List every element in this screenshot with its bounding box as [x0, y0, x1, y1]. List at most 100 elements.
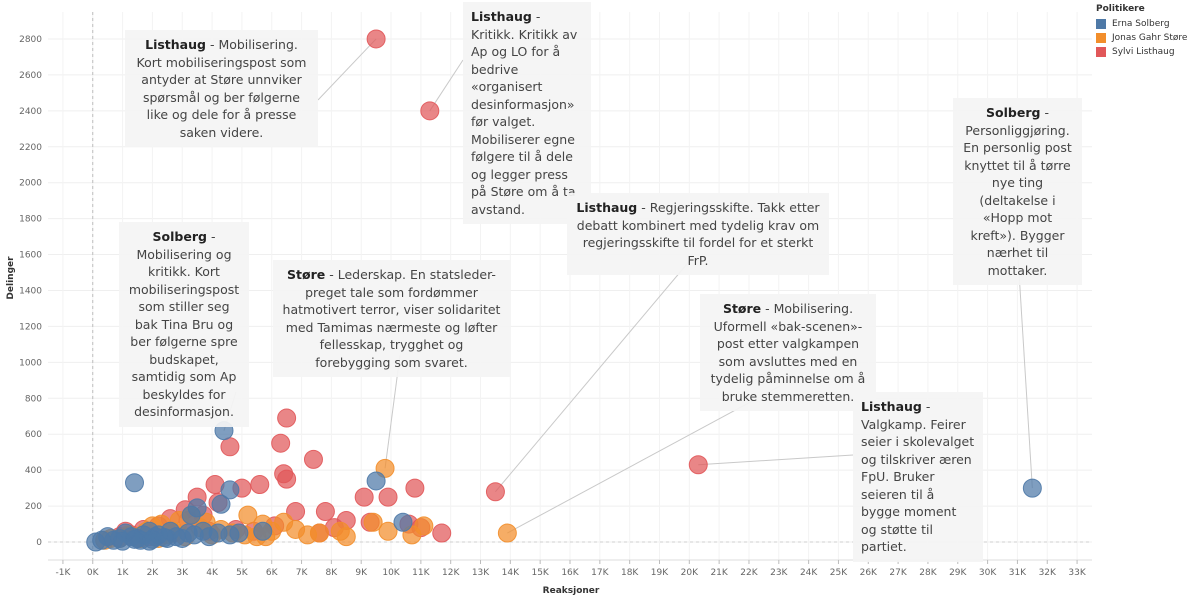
x-tick-label: 2K	[147, 568, 160, 578]
data-point-sylvi-listhaug[interactable]	[688, 455, 708, 475]
x-tick-label: 0K	[87, 568, 100, 578]
x-tick-label: 26K	[860, 568, 878, 578]
x-tick-label: 31K	[1009, 568, 1027, 578]
data-points	[86, 29, 1042, 552]
data-point-sylvi-listhaug[interactable]	[420, 101, 440, 121]
x-tick-label: -1K	[55, 568, 71, 578]
x-tick-label: 13K	[472, 568, 490, 578]
x-tick-label: 33K	[1068, 568, 1086, 578]
data-point-jonas-gahr-st-re[interactable]	[497, 523, 517, 543]
x-tick-label: 12K	[442, 568, 460, 578]
y-tick-label: 2400	[19, 107, 42, 117]
x-tick-label: 32K	[1039, 568, 1057, 578]
legend-item-listhaug[interactable]: Sylvi Listhaug	[1096, 45, 1187, 59]
annotation-solberg-mobilisering-kritikk: Solberg - Mobilisering og kritikk. Kort …	[119, 222, 249, 427]
data-point-sylvi-listhaug[interactable]	[303, 449, 323, 469]
data-point-sylvi-listhaug[interactable]	[220, 437, 240, 457]
annotation-leader-line	[317, 38, 377, 101]
legend-title: Politikere	[1096, 4, 1145, 14]
annotation-name: Listhaug	[471, 9, 532, 24]
annotation-leader-line	[495, 257, 693, 493]
x-tick-label: 15K	[531, 568, 549, 578]
data-point-jonas-gahr-st-re[interactable]	[378, 521, 398, 541]
x-tick-label: 28K	[919, 568, 937, 578]
x-axis: -1K 0K 1K 2K 3K 4K 5K 6K 7K 8K 9K 10K 11K 12K 13K 14K 15…	[48, 559, 1092, 578]
x-tick-label: 18K	[621, 568, 639, 578]
data-point-erna-solberg[interactable]	[220, 480, 240, 500]
data-point-jonas-gahr-st-re[interactable]	[336, 527, 356, 547]
annotation-listhaug-valgkamp: Listhaug - Valgkamp. Feirer seier i skol…	[853, 392, 983, 562]
x-tick-label: 14K	[502, 568, 520, 578]
data-point-erna-solberg[interactable]	[211, 494, 231, 514]
data-point-erna-solberg[interactable]	[181, 505, 201, 525]
x-tick-label: 30K	[979, 568, 997, 578]
x-tick-label: 8K	[326, 568, 339, 578]
annotation-text: Personliggjøring. En personlig post knyt…	[963, 122, 1072, 278]
y-tick-label: 1800	[19, 215, 42, 225]
legend-swatch	[1096, 19, 1106, 29]
y-tick-label: 2800	[19, 35, 42, 45]
annotation-store-mobilisering: Støre - Mobilisering. Uformell «bak-scen…	[700, 294, 876, 411]
y-tick-label: 600	[25, 430, 42, 440]
x-tick-label: 16K	[561, 568, 579, 578]
data-point-sylvi-listhaug[interactable]	[432, 523, 452, 543]
data-point-sylvi-listhaug[interactable]	[485, 482, 505, 502]
y-tick-label: 2200	[19, 143, 42, 153]
x-tick-label: 9K	[355, 568, 368, 578]
annotation-text: Regjeringsskifte. Takk etter debatt komb…	[576, 200, 820, 268]
legend-swatch	[1096, 33, 1106, 43]
x-tick-label: 1K	[117, 568, 130, 578]
data-point-erna-solberg[interactable]	[366, 471, 386, 491]
legend-item-solberg[interactable]: Erna Solberg	[1096, 17, 1187, 31]
data-point-sylvi-listhaug[interactable]	[250, 475, 270, 495]
y-tick-label: 800	[25, 394, 42, 404]
x-tick-label: 4K	[206, 568, 219, 578]
annotation-leader-line	[698, 454, 854, 466]
x-tick-label: 19K	[651, 568, 669, 578]
annotation-solberg-personliggjoring: Solberg - Personliggjøring. En personlig…	[953, 98, 1082, 285]
legend: Politikere Erna Solberg Jonas Gahr Støre…	[1096, 4, 1187, 59]
data-point-erna-solberg[interactable]	[86, 532, 106, 552]
data-point-erna-solberg[interactable]	[125, 473, 145, 493]
annotation-text: Mobilisering. Uformell «bak-scenen»-post…	[710, 301, 866, 404]
y-tick-label: 400	[25, 466, 42, 476]
x-tick-label: 22K	[740, 568, 758, 578]
annotation-listhaug-regjeringsskifte: Listhaug - Regjeringsskifte. Takk etter …	[567, 193, 829, 275]
x-tick-label: 11K	[412, 568, 430, 578]
data-point-sylvi-listhaug[interactable]	[405, 478, 425, 498]
legend-item-store[interactable]: Jonas Gahr Støre	[1096, 31, 1187, 45]
y-tick-label: 200	[25, 502, 42, 512]
y-axis-title: Delinger	[6, 256, 16, 300]
data-point-erna-solberg[interactable]	[154, 528, 174, 548]
annotation-name: Støre	[287, 267, 326, 282]
data-point-jonas-gahr-st-re[interactable]	[238, 505, 258, 525]
annotation-text: Mobilisering og kritikk. Kort mobiliseri…	[128, 246, 240, 420]
data-point-sylvi-listhaug[interactable]	[277, 408, 297, 428]
x-tick-label: 7K	[296, 568, 309, 578]
y-tick-label: 2000	[19, 179, 42, 189]
x-tick-label: 25K	[830, 568, 848, 578]
x-tick-label: 29K	[949, 568, 967, 578]
data-point-sylvi-listhaug[interactable]	[366, 29, 386, 49]
data-point-erna-solberg[interactable]	[1022, 478, 1042, 498]
data-point-sylvi-listhaug[interactable]	[315, 501, 335, 521]
annotation-text: Lederskap. En statsleder-preget tale som…	[282, 267, 501, 370]
data-point-sylvi-listhaug[interactable]	[354, 487, 374, 507]
data-point-erna-solberg[interactable]	[253, 521, 273, 541]
data-point-sylvi-listhaug[interactable]	[271, 433, 291, 453]
annotation-leader-line	[429, 59, 464, 112]
data-point-sylvi-listhaug[interactable]	[277, 469, 297, 489]
data-point-jonas-gahr-st-re[interactable]	[309, 523, 329, 543]
data-point-erna-solberg[interactable]	[184, 525, 204, 545]
annotation-name: Listhaug	[861, 399, 922, 414]
data-point-sylvi-listhaug[interactable]	[378, 487, 398, 507]
annotation-name: Støre	[722, 301, 762, 316]
y-tick-label: 1600	[19, 251, 42, 261]
data-point-erna-solberg[interactable]	[125, 529, 145, 549]
legend-label: Jonas Gahr Støre	[1112, 33, 1188, 43]
data-point-jonas-gahr-st-re[interactable]	[363, 512, 383, 532]
x-tick-label: 3K	[176, 568, 189, 578]
data-point-erna-solberg[interactable]	[393, 512, 413, 532]
annotation-text: Kritikk. Kritikk av Ap og LO for å bedri…	[471, 26, 578, 217]
data-point-jonas-gahr-st-re[interactable]	[286, 519, 306, 539]
